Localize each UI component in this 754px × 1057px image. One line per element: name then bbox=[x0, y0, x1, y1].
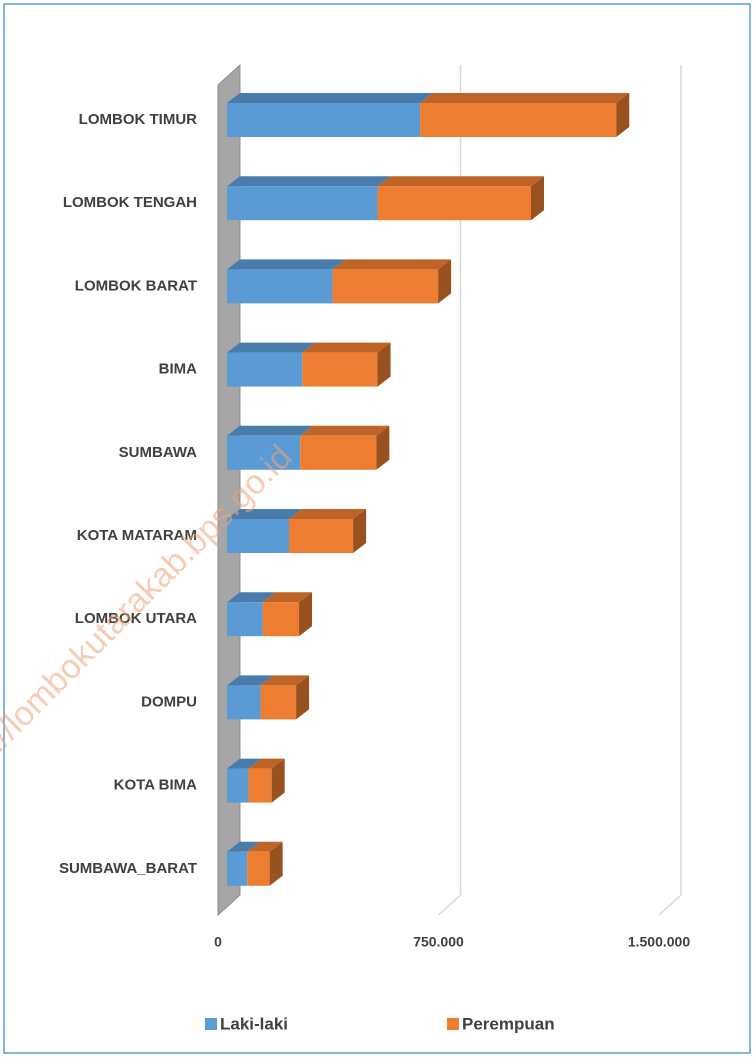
y-tick-label: DOMPU bbox=[141, 693, 197, 710]
bar-top bbox=[248, 758, 285, 769]
bar-top bbox=[227, 93, 434, 103]
bar bbox=[248, 758, 285, 803]
bar-front bbox=[227, 768, 249, 803]
bar-top bbox=[227, 675, 274, 686]
legend-swatch bbox=[447, 1018, 459, 1030]
bar-side bbox=[269, 841, 283, 886]
bar-top bbox=[227, 592, 276, 603]
bar-top bbox=[247, 841, 283, 852]
y-tick-label: KOTA MATARAM bbox=[77, 527, 197, 544]
bar-front bbox=[260, 685, 297, 720]
legend-label: Perempuan bbox=[462, 1014, 555, 1033]
bar-top bbox=[227, 509, 303, 519]
bar bbox=[227, 592, 276, 637]
bar bbox=[300, 425, 390, 470]
bar-front bbox=[377, 186, 531, 221]
y-tick-label: LOMBOK TIMUR bbox=[79, 111, 197, 128]
bar-side bbox=[296, 675, 310, 720]
bar-front bbox=[332, 269, 439, 304]
bar-top bbox=[227, 259, 346, 270]
bar-front bbox=[227, 269, 333, 304]
bar-top bbox=[260, 675, 310, 686]
grid-line bbox=[437, 65, 462, 916]
bar-top bbox=[420, 93, 630, 103]
bar bbox=[302, 342, 391, 387]
bar-top bbox=[227, 342, 316, 353]
y-tick-label: LOMBOK TENGAH bbox=[63, 194, 197, 211]
bar-front bbox=[227, 851, 248, 886]
bar-side bbox=[377, 342, 391, 387]
bar-side bbox=[530, 176, 544, 221]
bar bbox=[227, 675, 274, 720]
bar-front bbox=[300, 435, 377, 470]
bar bbox=[377, 176, 544, 221]
bar-side bbox=[353, 509, 367, 553]
bar-side bbox=[616, 93, 630, 137]
y-tick-label: SUMBAWA_BARAT bbox=[59, 860, 197, 877]
bar bbox=[289, 509, 367, 553]
bar-front bbox=[227, 435, 301, 470]
bar-front bbox=[227, 186, 378, 221]
bar bbox=[227, 342, 316, 387]
bar-front bbox=[227, 519, 290, 553]
bar bbox=[227, 509, 303, 553]
bar bbox=[260, 675, 310, 720]
bar bbox=[332, 259, 452, 304]
bar-front bbox=[302, 352, 378, 387]
bar bbox=[247, 841, 283, 886]
grid-line bbox=[658, 65, 682, 916]
bar-top bbox=[289, 509, 367, 519]
bar-top bbox=[300, 425, 390, 436]
bar bbox=[227, 93, 434, 137]
bar bbox=[420, 93, 630, 137]
bar-front bbox=[227, 602, 263, 637]
bar-front bbox=[262, 602, 300, 637]
bar bbox=[227, 259, 346, 304]
bar-top bbox=[227, 841, 261, 852]
bar-side bbox=[299, 592, 313, 637]
bar-top bbox=[227, 176, 391, 187]
bar bbox=[227, 425, 314, 470]
y-tick-label: LOMBOK BARAT bbox=[75, 277, 197, 294]
bar bbox=[227, 176, 391, 221]
y-tick-label: LOMBOK UTARA bbox=[75, 610, 197, 627]
legend-label: Laki-laki bbox=[220, 1014, 288, 1033]
bar-side bbox=[271, 758, 285, 803]
bar-front bbox=[247, 851, 270, 886]
bar-top bbox=[377, 176, 544, 187]
bar-top bbox=[227, 758, 262, 769]
x-tick-label: 750.000 bbox=[413, 934, 464, 950]
bar-top bbox=[302, 342, 391, 353]
bar bbox=[227, 758, 262, 803]
bar-side bbox=[376, 425, 390, 470]
y-tick-label: BIMA bbox=[159, 361, 197, 378]
y-tick-label: SUMBAWA bbox=[119, 444, 198, 461]
bar bbox=[262, 592, 313, 637]
bar-front bbox=[248, 768, 272, 803]
bar-top bbox=[227, 425, 314, 436]
bar-top bbox=[332, 259, 452, 270]
bar-front bbox=[289, 519, 354, 553]
bar bbox=[227, 841, 261, 886]
x-tick-label: 1.500.000 bbox=[628, 934, 690, 950]
bar-side bbox=[438, 259, 452, 304]
bar-top bbox=[262, 592, 313, 603]
bar-front bbox=[227, 103, 421, 137]
bar-front bbox=[227, 685, 261, 720]
y-tick-label: KOTA BIMA bbox=[114, 777, 197, 794]
bar-front bbox=[420, 103, 617, 137]
legend-swatch bbox=[205, 1018, 217, 1030]
bar-front bbox=[227, 352, 303, 387]
x-tick-label: 0 bbox=[214, 934, 222, 950]
